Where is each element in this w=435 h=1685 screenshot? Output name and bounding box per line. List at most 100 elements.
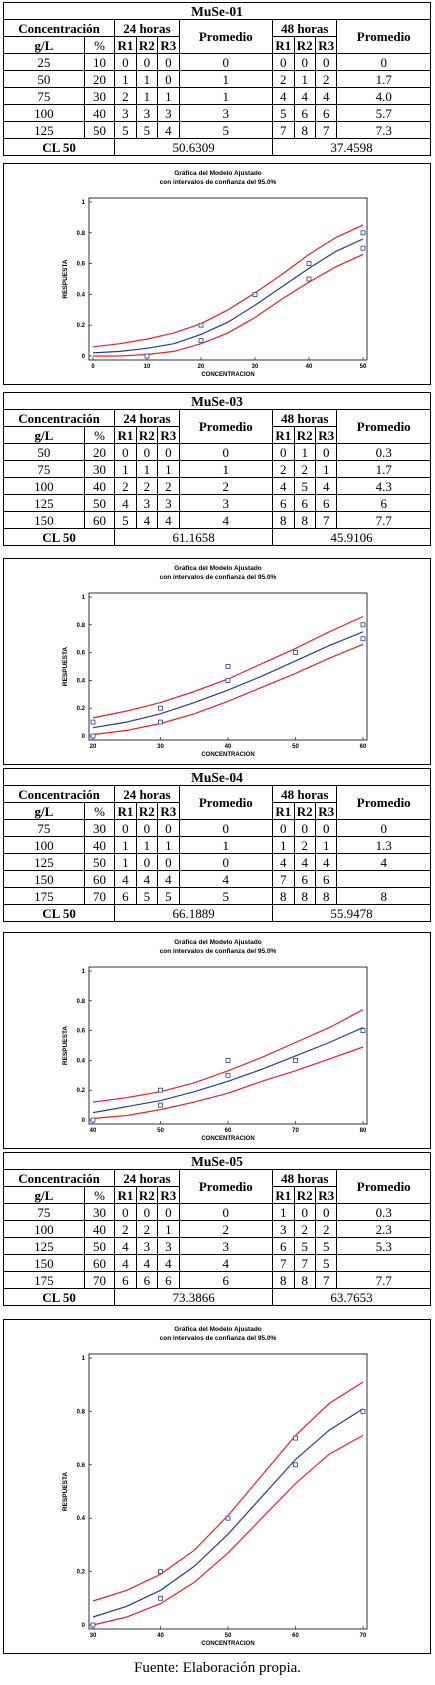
cell-r3-24: 6 [157,1271,180,1289]
y-tick-label: 0.2 [77,1570,86,1576]
fitted-model-line [92,238,364,354]
cell-promedio-48: 0 [336,53,431,71]
header-gl: g/L [3,426,85,444]
cell-pct: 10 [83,53,116,71]
table-row: 125 50 4 3 3 3 6 6 6 6 [3,494,431,512]
table-row: 150 60 5 4 4 4 8 8 7 7.7 [3,511,431,529]
lower-confidence-line [93,253,364,357]
cell-r3-48: 1 [314,460,338,478]
cell-r3-24: 4 [157,870,180,888]
cell-r2-48: 5 [293,477,316,495]
cell-r1-48: 4 [272,87,295,105]
data-point [158,1569,163,1575]
fitted-model-line [92,1027,364,1114]
cl50-48-value: 45.9106 [272,528,431,546]
cell-promedio-24: 0 [178,443,274,461]
upper-confidence-line [92,1381,364,1602]
cl50-label: CL 50 [2,528,116,546]
cell-gl: 75 [3,460,85,478]
header-r3-48: R3 [314,36,338,54]
cell-pct: 50 [83,494,116,512]
cell-gl: 150 [3,870,85,888]
y-axis-label: RESPUESTA [62,647,69,687]
cl50-label: CL 50 [2,904,116,922]
cell-gl: 75 [3,87,85,105]
header-r1-48: R1 [272,1186,295,1204]
cell-r2-24: 5 [135,887,159,905]
y-tick-label: 0.6 [77,262,86,268]
cell-promedio-24: 0 [178,819,274,837]
cell-promedio-48: 1.7 [336,70,431,88]
cell-gl: 50 [3,443,85,461]
y-tick-label: 0.4 [77,1058,86,1064]
cell-promedio-48: 7.7 [336,1271,431,1289]
x-tick-label: 40 [90,1128,97,1134]
cell-r2-24: 1 [135,87,159,105]
cell-gl: 175 [3,1271,85,1289]
cell-pct: 30 [83,460,116,478]
cell-r2-48: 4 [293,87,316,105]
x-tick-label: 80 [360,1128,367,1134]
table-row: 75 30 2 1 1 1 4 4 4 4.0 [3,87,431,105]
data-point [360,622,366,628]
cell-r2-24: 2 [135,1220,159,1238]
header-r3-48: R3 [314,426,338,444]
cell-r1-48: 1 [272,1203,295,1221]
y-tick-label: 0.2 [77,706,86,712]
cell-r2-48: 8 [293,121,316,139]
x-tick-label: 60 [225,1128,232,1134]
cell-promedio-48: 5.7 [336,104,431,122]
header-24-horas: 24 horas [114,1169,180,1187]
data-point [90,733,96,739]
cell-gl: 100 [3,104,85,122]
cell-r2-48: 0 [293,1203,316,1221]
table-row: 125 50 1 0 0 0 4 4 4 4 [3,853,431,871]
header-r2-48: R2 [293,802,316,820]
cell-promedio-24: 0 [178,1203,274,1221]
cell-pct: 40 [83,104,116,122]
y-tick-label: 0 [82,1118,86,1124]
header-48-horas: 48 horas [272,19,338,37]
cell-r3-48: 6 [314,104,338,122]
cell-gl: 100 [3,477,85,495]
table-row: 125 50 5 5 4 5 7 8 7 7.3 [3,121,431,139]
y-tick-label: 0 [82,354,86,360]
data-point [225,1072,231,1078]
chart-title-line2: con intervalos de confianza del 95.0% [160,948,277,955]
cell-r3-24: 4 [157,121,180,139]
header-concentracion: Concentración [2,409,116,427]
cell-r3-24: 2 [157,477,180,495]
cell-r2-24: 1 [135,460,159,478]
header-promedio-48: Promedio [336,1169,431,1204]
y-tick-label: 1 [82,1356,86,1362]
cell-pct: 50 [83,121,116,139]
data-point [360,245,366,251]
cell-r1-48: 1 [272,836,295,854]
cl50-label: CL 50 [2,138,116,156]
header-promedio-24: Promedio [178,19,274,54]
cell-pct: 20 [83,70,116,88]
cell-r2-48: 2 [293,1220,316,1238]
table-row: 175 70 6 6 6 6 8 8 7 7.7 [3,1271,431,1289]
cell-gl: 75 [3,819,85,837]
x-tick-label: 0 [91,364,95,370]
x-tick-label: 60 [292,1633,299,1639]
data-point [252,291,258,297]
chart-title-line1: Gráfica del Modelo Ajustado [174,170,262,177]
cell-promedio-48: 5.3 [336,1237,431,1255]
header-r3-48: R3 [314,802,338,820]
table-row: 100 40 3 3 3 3 5 6 6 5.7 [3,104,431,122]
y-tick-label: 1 [82,200,86,206]
cell-gl: 125 [3,494,85,512]
data-point [158,1102,163,1108]
cell-r1-48: 7 [272,870,295,888]
cell-r3-48: 1 [314,836,338,854]
x-tick-label: 40 [306,364,313,370]
cell-r3-48: 6 [314,494,338,512]
header-r3-24: R3 [157,1186,180,1204]
cell-r2-48: 1 [293,443,316,461]
chart-muse04: Gráfica del Modelo Ajustado con intervalo… [3,932,431,1149]
cell-promedio-24: 1 [178,836,274,854]
cl50-48-value: 55.9478 [272,904,431,922]
